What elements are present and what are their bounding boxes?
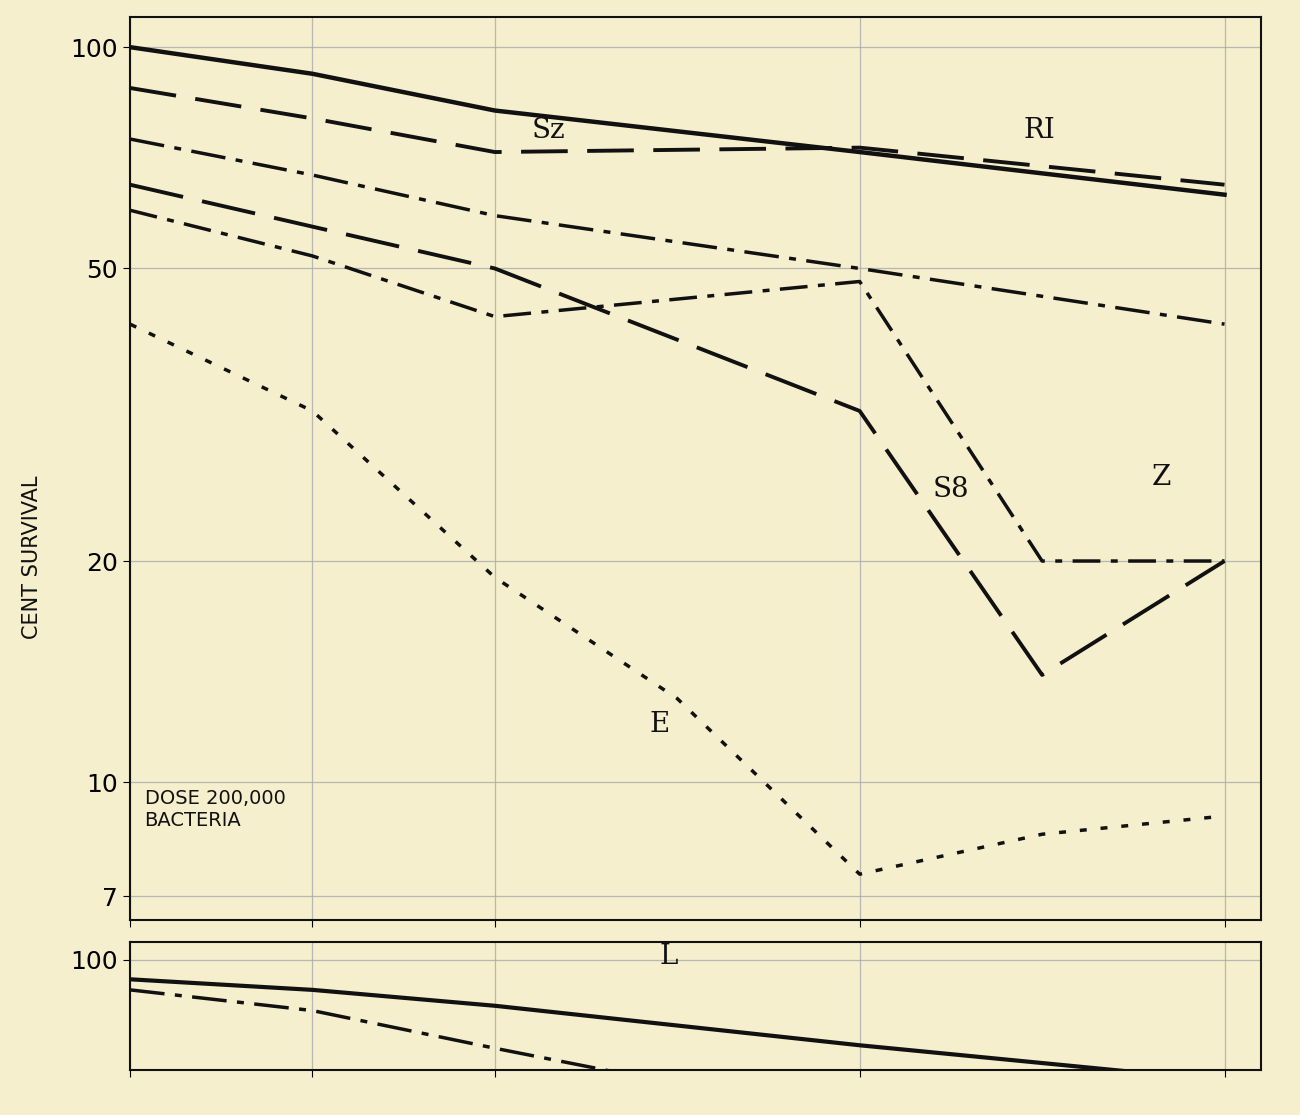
- Text: RI: RI: [1024, 117, 1056, 144]
- Text: L: L: [659, 942, 677, 970]
- Text: E: E: [650, 710, 670, 738]
- Text: Sz: Sz: [532, 117, 566, 144]
- Text: Z: Z: [1152, 464, 1171, 491]
- Text: CENT SURVIVAL: CENT SURVIVAL: [22, 476, 43, 639]
- Text: S8: S8: [932, 476, 970, 503]
- Text: DOSE 200,000
BACTERIA: DOSE 200,000 BACTERIA: [144, 788, 286, 830]
